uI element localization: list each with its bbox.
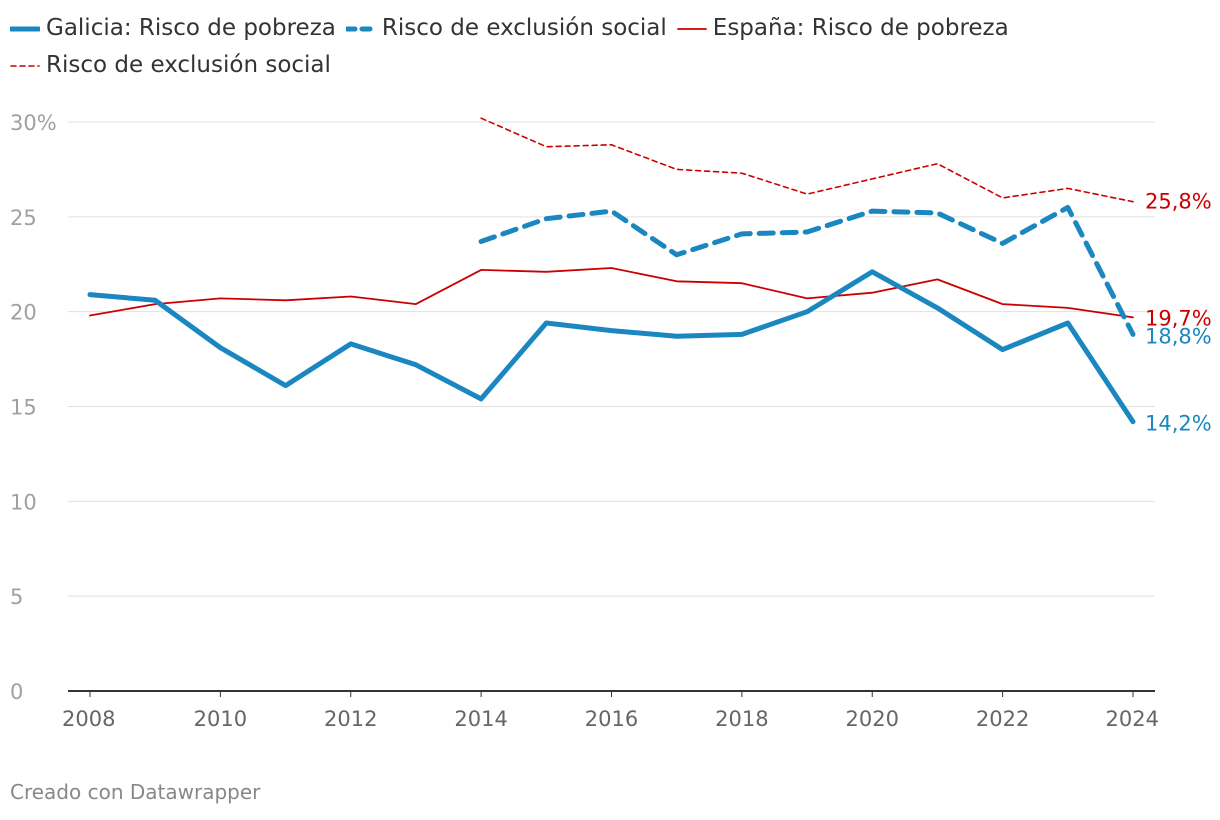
x-tick-label: 2018	[715, 707, 768, 731]
legend-item-4: Risco de exclusión social	[10, 47, 331, 84]
y-tick-label: 15	[10, 396, 37, 420]
y-tick-label: 30%	[10, 111, 57, 135]
legend: Galicia: Risco de pobreza Risco de exclus…	[10, 10, 1180, 84]
legend-item-2: Risco de exclusión social	[345, 10, 667, 47]
grid-layer: 0 5 10 15 20 25 30% 2008 2010 2012 2014 2016 2018 202…	[10, 111, 1159, 731]
legend-swatch-2	[345, 26, 376, 31]
legend-item-3: España: Risco de pobreza	[676, 10, 1009, 47]
series-layer	[87, 117, 1136, 425]
series-line-2	[478, 204, 1136, 337]
x-tick-label: 2024	[1106, 707, 1159, 731]
end-label-series-2: 18,8%	[1145, 324, 1212, 348]
end-label-series-1: 14,2%	[1145, 412, 1212, 436]
series-line-1	[87, 269, 1136, 425]
x-tick-label: 2020	[846, 707, 899, 731]
series-line-4	[480, 117, 1134, 203]
credit-line: Creado con Datawrapper	[10, 780, 261, 804]
y-tick-label: 0	[10, 680, 23, 704]
y-tick-label: 25	[10, 206, 37, 230]
end-label-series-4: 25,8%	[1145, 190, 1212, 214]
y-tick-label: 5	[10, 585, 23, 609]
x-tick-label: 2012	[324, 707, 377, 731]
x-tick-label: 2022	[976, 707, 1029, 731]
x-tick-label: 2008	[62, 707, 115, 731]
legend-item-1: Galicia: Risco de pobreza	[10, 10, 336, 47]
legend-label-2: Risco de exclusión social	[381, 15, 667, 41]
legend-label-1: Galicia: Risco de pobreza	[46, 15, 336, 41]
x-tick-label: 2010	[194, 707, 247, 731]
legend-label-3: España: Risco de pobreza	[712, 15, 1009, 41]
end-label-series-3: 19,7%	[1145, 306, 1212, 330]
legend-swatch-1	[10, 26, 40, 31]
legend-swatch-3	[676, 27, 707, 30]
legend-label-4: Risco de exclusión social	[46, 52, 331, 78]
series-line-3	[89, 267, 1134, 319]
y-tick-label: 10	[10, 490, 37, 514]
x-tick-label: 2014	[454, 707, 507, 731]
x-tick-label: 2016	[585, 707, 638, 731]
y-tick-label: 20	[10, 301, 37, 325]
label-layer: 14,2% 18,8%19,7% 25,8%	[1145, 190, 1212, 436]
legend-swatch-4	[10, 64, 40, 67]
